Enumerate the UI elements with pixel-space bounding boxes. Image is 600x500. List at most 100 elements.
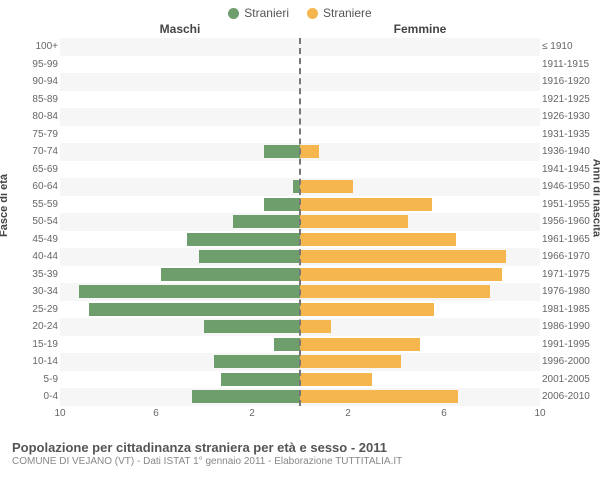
birth-label: 2006-2010 <box>542 391 596 402</box>
bar-male <box>192 390 300 403</box>
female-half <box>300 301 540 319</box>
birth-label: 1981-1985 <box>542 304 596 315</box>
birth-label: 1911-1915 <box>542 59 596 70</box>
age-label: 35-39 <box>4 269 58 280</box>
swatch-male <box>228 8 239 19</box>
chart-rows: 100+≤ 191095-991911-191590-941916-192085… <box>60 38 540 406</box>
male-half <box>60 388 300 406</box>
bar-female <box>300 303 434 316</box>
age-label: 95-99 <box>4 59 58 70</box>
male-half <box>60 178 300 196</box>
legend: Stranieri Straniere <box>0 0 600 22</box>
chart-row: 60-641946-1950 <box>60 178 540 196</box>
male-half <box>60 91 300 109</box>
birth-label: 1941-1945 <box>542 164 596 175</box>
bar-male <box>264 145 300 158</box>
birth-label: 1986-1990 <box>542 321 596 332</box>
x-tick: 6 <box>153 408 159 419</box>
male-half <box>60 231 300 249</box>
birth-label: 1926-1930 <box>542 111 596 122</box>
age-label: 0-4 <box>4 391 58 402</box>
col-title-right: Femmine <box>300 22 540 36</box>
male-half <box>60 353 300 371</box>
bar-male <box>161 268 300 281</box>
chart-row: 10-141996-2000 <box>60 353 540 371</box>
bar-female <box>300 233 456 246</box>
bar-female <box>300 215 408 228</box>
x-tick: 10 <box>54 408 65 419</box>
bar-male <box>214 355 300 368</box>
chart-row: 30-341976-1980 <box>60 283 540 301</box>
female-half <box>300 91 540 109</box>
age-label: 45-49 <box>4 234 58 245</box>
bar-male <box>274 338 300 351</box>
female-half <box>300 266 540 284</box>
bar-female <box>300 355 401 368</box>
chart-row: 90-941916-1920 <box>60 73 540 91</box>
age-label: 25-29 <box>4 304 58 315</box>
female-half <box>300 196 540 214</box>
chart-row: 50-541956-1960 <box>60 213 540 231</box>
chart-row: 5-92001-2005 <box>60 371 540 389</box>
age-label: 5-9 <box>4 374 58 385</box>
male-half <box>60 126 300 144</box>
birth-label: 1931-1935 <box>542 129 596 140</box>
x-axis: 10622610 <box>60 408 540 424</box>
chart-row: 0-42006-2010 <box>60 388 540 406</box>
chart-row: 40-441966-1970 <box>60 248 540 266</box>
female-half <box>300 161 540 179</box>
legend-item-female: Straniere <box>307 6 372 20</box>
male-half <box>60 248 300 266</box>
birth-label: 2001-2005 <box>542 374 596 385</box>
bar-male <box>187 233 300 246</box>
birth-label: 1996-2000 <box>542 356 596 367</box>
chart-row: 75-791931-1935 <box>60 126 540 144</box>
pyramid-chart: Fasce di età Anni di nascita 100+≤ 19109… <box>0 38 600 436</box>
bar-female <box>300 145 319 158</box>
bar-male <box>79 285 300 298</box>
female-half <box>300 353 540 371</box>
legend-label-male: Stranieri <box>244 6 289 20</box>
chart-row: 100+≤ 1910 <box>60 38 540 56</box>
x-tick: 2 <box>249 408 255 419</box>
age-label: 50-54 <box>4 216 58 227</box>
x-tick: 10 <box>534 408 545 419</box>
female-half <box>300 143 540 161</box>
age-label: 30-34 <box>4 286 58 297</box>
birth-label: 1936-1940 <box>542 146 596 157</box>
male-half <box>60 56 300 74</box>
female-half <box>300 178 540 196</box>
x-tick: 2 <box>345 408 351 419</box>
bar-female <box>300 250 506 263</box>
male-half <box>60 161 300 179</box>
birth-label: 1946-1950 <box>542 181 596 192</box>
birth-label: 1991-1995 <box>542 339 596 350</box>
age-label: 85-89 <box>4 94 58 105</box>
birth-label: 1961-1965 <box>542 234 596 245</box>
caption-title: Popolazione per cittadinanza straniera p… <box>12 440 588 455</box>
chart-row: 55-591951-1955 <box>60 196 540 214</box>
female-half <box>300 231 540 249</box>
caption: Popolazione per cittadinanza straniera p… <box>0 436 600 467</box>
age-label: 75-79 <box>4 129 58 140</box>
bar-female <box>300 268 502 281</box>
age-label: 10-14 <box>4 356 58 367</box>
male-half <box>60 371 300 389</box>
bar-male <box>233 215 300 228</box>
female-half <box>300 248 540 266</box>
age-label: 55-59 <box>4 199 58 210</box>
age-label: 90-94 <box>4 76 58 87</box>
legend-item-male: Stranieri <box>228 6 289 20</box>
female-half <box>300 336 540 354</box>
male-half <box>60 108 300 126</box>
x-tick: 6 <box>441 408 447 419</box>
bar-female <box>300 198 432 211</box>
column-titles: Maschi Femmine <box>0 22 600 38</box>
birth-label: 1976-1980 <box>542 286 596 297</box>
female-half <box>300 108 540 126</box>
birth-label: 1916-1920 <box>542 76 596 87</box>
chart-row: 80-841926-1930 <box>60 108 540 126</box>
birth-label: 1966-1970 <box>542 251 596 262</box>
female-half <box>300 38 540 56</box>
caption-subtitle: COMUNE DI VEJANO (VT) - Dati ISTAT 1° ge… <box>12 456 588 467</box>
